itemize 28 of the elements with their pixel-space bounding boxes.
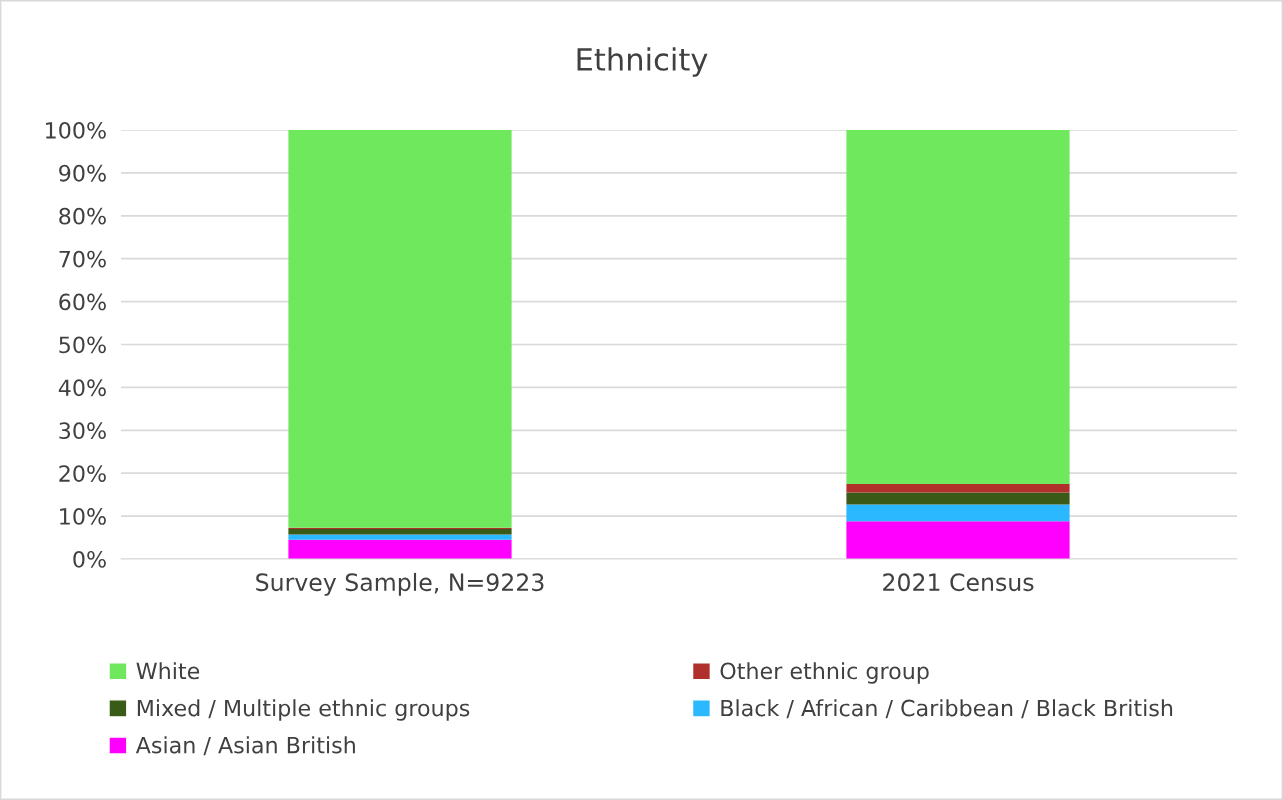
bar bbox=[846, 130, 1070, 484]
legend-label: White bbox=[136, 662, 200, 680]
y-tick-label: 50% bbox=[59, 336, 106, 354]
legend-label: Black / African / Caribbean / Black British bbox=[721, 699, 1173, 719]
y-tick-label: 30% bbox=[59, 422, 106, 440]
bar bbox=[846, 504, 1070, 522]
bar bbox=[288, 528, 512, 535]
bar bbox=[288, 130, 512, 528]
x-tick-label: Survey Sample, N=9223 bbox=[256, 572, 544, 596]
bar bbox=[288, 539, 512, 559]
y-tick-label: 100% bbox=[46, 121, 106, 139]
y-tick-label: 80% bbox=[59, 207, 106, 225]
legend-label: Other ethnic group bbox=[720, 662, 929, 684]
bar bbox=[288, 534, 512, 540]
bar bbox=[846, 521, 1070, 559]
legend-label: Mixed / Multiple ethnic groups bbox=[137, 699, 470, 721]
y-tick-label: 0% bbox=[73, 550, 106, 568]
legend-label: Asian / Asian British bbox=[135, 736, 355, 756]
bar bbox=[846, 483, 1070, 493]
y-tick-label: 40% bbox=[58, 379, 106, 397]
y-tick-label: 70% bbox=[59, 250, 106, 268]
y-tick-label: 20% bbox=[59, 465, 106, 482]
chart-title: Ethnicity bbox=[577, 47, 708, 77]
x-tick-label: 2021 Census bbox=[883, 573, 1034, 592]
y-tick-label: 90% bbox=[59, 164, 106, 182]
y-tick-label: 10% bbox=[60, 508, 106, 525]
y-tick-label: 60% bbox=[59, 293, 106, 311]
bar bbox=[846, 492, 1070, 505]
